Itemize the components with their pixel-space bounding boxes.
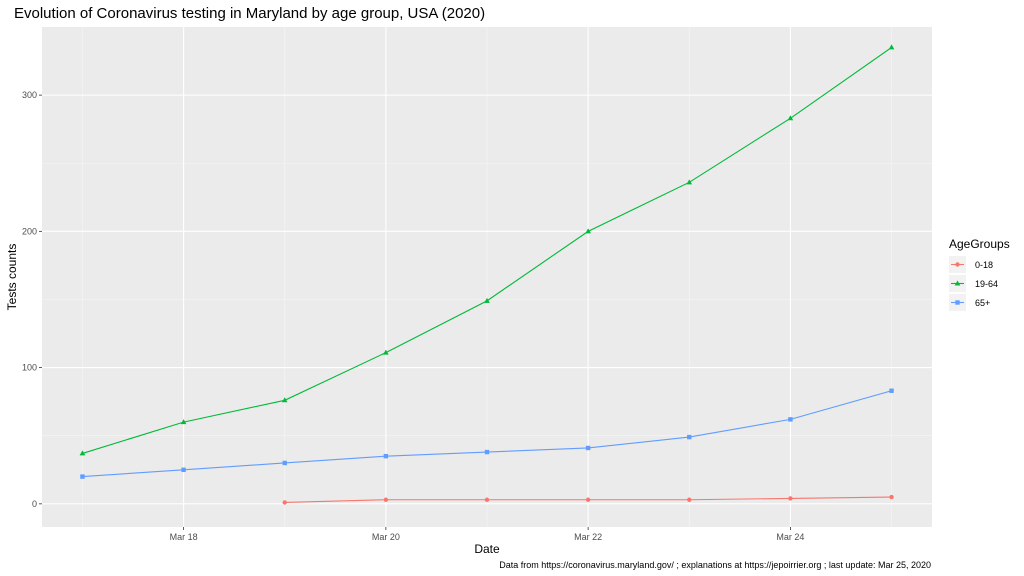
x-tick-label: Mar 22 [574, 532, 602, 542]
grid-lines [42, 27, 932, 527]
data-point-19-64 [787, 115, 794, 121]
chart-title: Evolution of Coronavirus testing in Mary… [14, 5, 485, 22]
data-point-19-64 [79, 450, 86, 456]
data-point-19-64 [281, 397, 288, 403]
data-point-65+ [80, 474, 85, 479]
x-tick-label: Mar 24 [776, 532, 804, 542]
data-point-65+ [788, 417, 793, 422]
data-point-0-18 [484, 497, 490, 502]
legend-label: 19-64 [975, 279, 998, 289]
y-axis: 0 100 200 300 [22, 90, 42, 509]
data-point-19-64 [686, 179, 693, 185]
x-axis: Mar 18 Mar 20 Mar 22 Mar 24 [170, 527, 804, 542]
legend-label: 65+ [975, 298, 990, 308]
y-axis-title: Tests counts [5, 244, 19, 311]
data-point-65+ [484, 449, 490, 455]
caption: Data from https://coronavirus.maryland.g… [499, 560, 931, 570]
data-point-65+ [282, 460, 287, 466]
data-point-0-18 [282, 500, 287, 505]
x-axis-title: Date [474, 542, 500, 556]
data-point-19-64 [585, 228, 591, 234]
data-point-0-18 [585, 497, 591, 502]
y-tick-label: 200 [22, 226, 37, 236]
data-point-19-64 [484, 297, 490, 303]
data-point-65+ [585, 445, 591, 451]
data-point-0-18 [788, 496, 793, 501]
data-point-65+ [181, 467, 186, 472]
y-tick-label: 0 [32, 499, 37, 509]
data-point-0-18 [889, 494, 894, 500]
y-tick-label: 300 [22, 90, 37, 100]
data-point-65+ [687, 434, 692, 440]
data-point-19-64 [383, 349, 389, 355]
data-point-0-18 [383, 497, 389, 502]
data-point-65+ [889, 388, 894, 393]
x-tick-label: Mar 20 [372, 532, 400, 542]
legend-key-marker [955, 262, 960, 267]
y-tick-label: 100 [22, 363, 37, 373]
legend-key-marker [954, 280, 961, 286]
data-point-65+ [383, 453, 389, 459]
data-point-19-64 [888, 44, 895, 50]
data-point-19-64 [180, 419, 187, 425]
data-point-0-18 [687, 497, 692, 502]
legend-title: AgeGroups [949, 237, 1010, 251]
legend: AgeGroups 0-18 19-64 65+ [949, 237, 1010, 311]
legend-label: 0-18 [975, 260, 993, 270]
series-layer [79, 44, 895, 505]
x-tick-label: Mar 18 [170, 532, 198, 542]
legend-key-marker [955, 300, 960, 305]
